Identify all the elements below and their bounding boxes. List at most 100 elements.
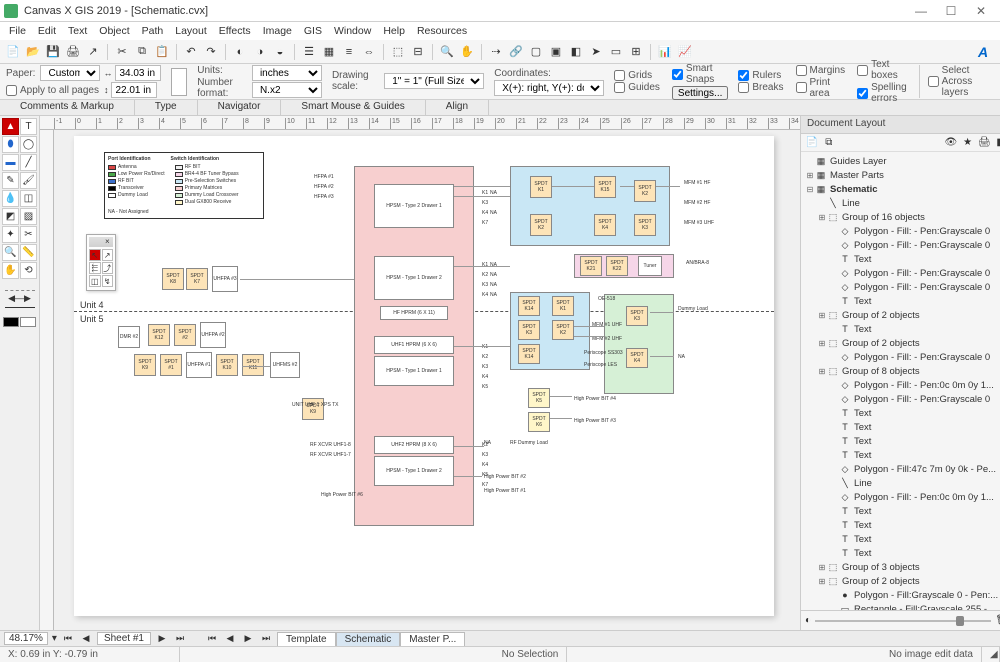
height-input[interactable] <box>111 82 157 98</box>
schematic-block[interactable]: UHFPA #1 <box>186 352 212 378</box>
snaps-check[interactable]: Smart Snaps <box>672 63 726 85</box>
redo-icon[interactable]: ↷ <box>202 43 220 61</box>
schematic-block[interactable]: SPDT K2 <box>530 214 552 236</box>
pointer-tool[interactable]: ▲ <box>2 118 19 135</box>
opacity-icon[interactable]: ◐ <box>805 615 811 626</box>
float-group[interactable]: ◫ <box>89 275 101 287</box>
schematic-block[interactable]: SPDT K1 <box>530 176 552 198</box>
cut-icon[interactable]: ✂ <box>113 43 131 61</box>
tool-a-icon[interactable]: ◐ <box>231 43 249 61</box>
schematic-block[interactable]: SPDT K4 <box>594 214 616 236</box>
schematic-block[interactable]: UHF1 HPRM (6 X 6) <box>374 336 454 354</box>
schematic-block[interactable]: SPDT #1 <box>160 354 182 376</box>
schematic-block[interactable]: HPSM - Type 1 Drawer 2 <box>374 456 454 486</box>
textboxes-check[interactable]: Text boxes <box>857 59 907 81</box>
sectab[interactable]: Smart Mouse & Guides <box>281 100 425 115</box>
paste-icon[interactable]: 📋 <box>153 43 171 61</box>
schematic-block[interactable]: DMR #2 <box>118 326 140 348</box>
nav-prev-icon[interactable]: ◀ <box>223 632 237 646</box>
schematic-block[interactable]: SPDT K2 <box>552 320 574 340</box>
tree-node[interactable]: TText• <box>801 322 1000 336</box>
sheet-tab[interactable]: Schematic <box>336 632 401 646</box>
text-tool[interactable]: T <box>20 118 37 135</box>
rect-tool[interactable]: ▬ <box>2 154 19 171</box>
rulers-check[interactable]: Rulers <box>738 70 783 81</box>
tree-node[interactable]: ╲Line• <box>801 196 1000 210</box>
menu-text[interactable]: Text <box>63 23 92 39</box>
new-icon[interactable]: 📄 <box>4 43 22 61</box>
width-input[interactable] <box>115 65 161 81</box>
schematic-block[interactable]: SPDT K8 <box>162 268 184 290</box>
float-node[interactable]: ⬱ <box>89 262 101 274</box>
tree-node[interactable]: ◇Polygon - Fill:47c 7m 0y 0k - Pe...• <box>801 462 1000 476</box>
tree-node[interactable]: TText• <box>801 252 1000 266</box>
brush-tool[interactable]: 🖌 <box>20 172 37 189</box>
sectab[interactable]: Comments & Markup <box>0 100 135 115</box>
tree-node[interactable]: ◇Polygon - Fill: - Pen:Grayscale 0• <box>801 266 1000 280</box>
sheet-tab[interactable]: Template <box>277 632 336 646</box>
nav-first-icon[interactable]: ⏮ <box>205 632 219 646</box>
zoom-tool[interactable]: 🔍 <box>2 244 19 261</box>
tree-node[interactable]: TText• <box>801 504 1000 518</box>
undo-icon[interactable]: ↶ <box>182 43 200 61</box>
hand-tool[interactable]: ✋ <box>2 262 19 279</box>
schematic-block[interactable]: SPDT K1 <box>552 296 574 316</box>
printarea-check[interactable]: Print area <box>796 77 846 99</box>
opacity-slider[interactable] <box>815 616 991 626</box>
lock-icon[interactable]: ★ <box>961 136 975 150</box>
schematic-block[interactable]: SPDT K14 <box>518 344 540 364</box>
lasso-tool[interactable]: ◯ <box>20 136 37 153</box>
tree-node[interactable]: TText• <box>801 532 1000 546</box>
select-across-check[interactable]: Select Across layers <box>928 65 992 98</box>
tree-node[interactable]: TText• <box>801 518 1000 532</box>
tree-node[interactable]: ⊞⬚Group of 2 objects• <box>801 574 1000 588</box>
layers-icon[interactable]: ☰ <box>300 43 318 61</box>
menu-help[interactable]: Help <box>378 23 410 39</box>
menu-edit[interactable]: Edit <box>33 23 61 39</box>
sectab[interactable]: Align <box>426 100 489 115</box>
tree-node[interactable]: ╲Line• <box>801 476 1000 490</box>
schematic-block[interactable]: SPDT K3 <box>518 320 540 340</box>
schematic-block[interactable]: SPDT K12 <box>148 324 170 346</box>
box3-icon[interactable]: ◧ <box>567 43 585 61</box>
tree-node[interactable]: TText• <box>801 448 1000 462</box>
scale-select[interactable]: 1" = 1" (Full Size) <box>384 73 484 89</box>
link-icon[interactable]: 🔗 <box>507 43 525 61</box>
schematic-block[interactable]: UHFMS #2 <box>270 352 300 378</box>
oval-tool[interactable]: ⬮ <box>2 136 19 153</box>
print-icon[interactable]: 🖨 <box>64 43 82 61</box>
float-path[interactable]: ⤴ <box>102 262 114 274</box>
group-icon[interactable]: ⬚ <box>389 43 407 61</box>
crop-tool[interactable]: ◩ <box>2 208 19 225</box>
tree-node[interactable]: ▭Rectangle - Fill:Grayscale 255 - ...• <box>801 602 1000 610</box>
schematic-block[interactable]: SPDT K3 <box>626 306 648 326</box>
eyedrop-tool[interactable]: 💧 <box>2 190 19 207</box>
last-sheet-icon[interactable]: ⏭ <box>173 632 187 646</box>
save-icon[interactable]: 💾 <box>44 43 62 61</box>
tree-node[interactable]: TText• <box>801 406 1000 420</box>
schematic-block[interactable]: HPSM - Type 2 Drawer 1 <box>374 184 454 228</box>
schematic-block[interactable]: SPDT #2 <box>174 324 196 346</box>
guides-check[interactable]: Guides <box>614 82 660 93</box>
units-select[interactable]: inches <box>252 65 322 81</box>
window-icon[interactable]: ⊞ <box>627 43 645 61</box>
minimize-button[interactable]: — <box>906 1 936 21</box>
stroke-solid[interactable] <box>5 307 35 308</box>
tree-node[interactable]: ⊞⬚Group of 8 objects• <box>801 364 1000 378</box>
tool-b-icon[interactable]: ◑ <box>251 43 269 61</box>
wand-tool[interactable]: ✦ <box>2 226 19 243</box>
settings-button[interactable]: Settings... <box>672 86 728 100</box>
measure-tool[interactable]: 📏 <box>20 244 37 261</box>
paper-select[interactable]: Custom <box>40 65 100 81</box>
float-pointer[interactable]: ↖ <box>89 249 101 261</box>
tree-node[interactable]: ◇Polygon - Fill: - Pen:Grayscale 0• <box>801 224 1000 238</box>
chart-icon[interactable]: 📊 <box>656 43 674 61</box>
ungroup-icon[interactable]: ⊟ <box>409 43 427 61</box>
print-layer-icon[interactable]: 🖨 <box>977 136 991 150</box>
layer-tree[interactable]: ▦Guides Layer⊞▦Master Parts•⊟▦Schematic•… <box>801 152 1000 610</box>
numfmt-select[interactable]: N.x2 <box>252 82 322 98</box>
arrow-r-icon[interactable]: ➤ <box>587 43 605 61</box>
sheet-tab[interactable]: Master P... <box>400 632 465 646</box>
apply-all-check[interactable]: Apply to all pages <box>6 85 99 96</box>
sectab[interactable]: Navigator <box>198 100 282 115</box>
